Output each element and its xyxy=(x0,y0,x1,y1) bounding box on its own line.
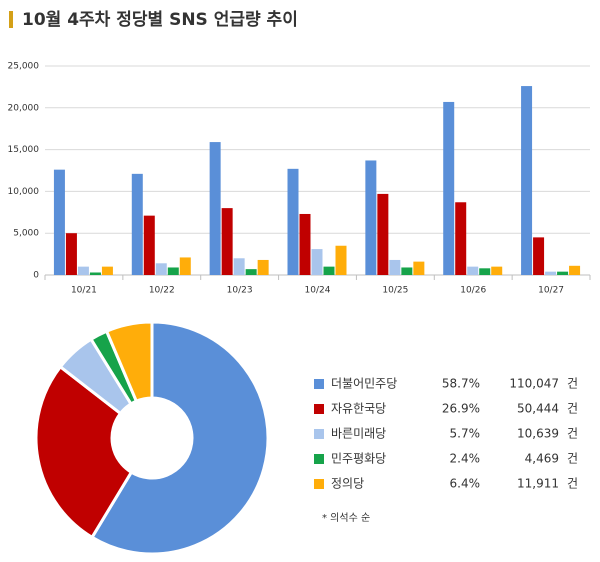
bar xyxy=(557,271,569,275)
x-tick-label: 10/21 xyxy=(71,286,97,296)
legend-swatch xyxy=(314,429,324,439)
legend-label: 민주평화당 xyxy=(331,452,386,466)
legend-label: 바른미래당 xyxy=(331,427,386,441)
legend-percent: 58.7% xyxy=(442,377,480,391)
legend-swatch xyxy=(314,404,324,414)
legend-percent: 5.7% xyxy=(450,427,481,441)
footnote: * 의석수 순 xyxy=(322,512,370,524)
legend-count: 11,911 xyxy=(517,477,559,491)
bar xyxy=(311,249,323,275)
legend-label: 더불어민주당 xyxy=(331,377,397,391)
bar xyxy=(167,267,179,275)
bar xyxy=(479,268,491,275)
bar xyxy=(221,208,233,275)
legend-count: 50,444 xyxy=(517,402,559,416)
legend-label: 정의당 xyxy=(331,477,364,491)
legend-swatch xyxy=(314,479,324,489)
bar xyxy=(209,142,221,275)
legend-percent: 2.4% xyxy=(450,452,481,466)
bar xyxy=(245,269,257,275)
y-tick-label: 15,000 xyxy=(8,145,40,155)
page-title: 10월 4주차 정당별 SNS 언급량 추이 xyxy=(22,10,298,30)
legend-unit: 건 xyxy=(567,452,578,466)
title-marker xyxy=(9,11,13,28)
legend-count: 110,047 xyxy=(509,377,559,391)
x-tick-label: 10/23 xyxy=(227,286,253,296)
bar xyxy=(377,193,389,275)
bar xyxy=(299,213,311,275)
bar xyxy=(545,271,557,275)
legend-percent: 6.4% xyxy=(450,477,481,491)
bar xyxy=(569,265,581,275)
legend-count: 10,639 xyxy=(517,427,559,441)
bar xyxy=(455,202,467,275)
legend-unit: 건 xyxy=(567,427,578,441)
legend-count: 4,469 xyxy=(525,452,559,466)
bar xyxy=(533,237,545,275)
x-tick-label: 10/27 xyxy=(538,286,564,296)
legend-unit: 건 xyxy=(567,402,578,416)
legend-unit: 건 xyxy=(567,377,578,391)
y-tick-label: 25,000 xyxy=(8,62,40,72)
bar xyxy=(65,233,77,275)
bar xyxy=(53,169,65,275)
bar xyxy=(77,266,89,275)
bar xyxy=(287,168,299,275)
bar xyxy=(323,266,335,275)
legend-unit: 건 xyxy=(567,477,578,491)
bar xyxy=(89,272,101,275)
bar xyxy=(467,266,479,275)
pie-slice xyxy=(34,364,134,540)
bar xyxy=(257,259,269,275)
bar xyxy=(335,245,347,275)
y-tick-label: 10,000 xyxy=(8,187,40,197)
bar xyxy=(179,257,191,275)
x-tick-label: 10/26 xyxy=(460,286,486,296)
legend-swatch xyxy=(314,379,324,389)
bar xyxy=(491,266,503,275)
bar xyxy=(131,173,143,275)
legend-swatch xyxy=(314,454,324,464)
bar xyxy=(233,258,245,275)
bar xyxy=(443,101,455,275)
y-tick-label: 5,000 xyxy=(13,229,39,239)
legend-label: 자유한국당 xyxy=(331,402,386,416)
bar xyxy=(143,215,155,275)
pie-slice xyxy=(90,320,270,556)
y-tick-label: 20,000 xyxy=(8,103,40,113)
bar xyxy=(413,261,425,275)
bar xyxy=(521,86,533,276)
y-tick-label: 0 xyxy=(33,271,39,281)
pie-slice xyxy=(104,320,154,404)
x-tick-label: 10/24 xyxy=(305,286,331,296)
legend-percent: 26.9% xyxy=(442,402,480,416)
bar xyxy=(389,259,401,275)
bar xyxy=(155,263,167,275)
x-tick-label: 10/22 xyxy=(149,286,175,296)
bar xyxy=(401,267,413,275)
bar xyxy=(101,266,113,275)
x-tick-label: 10/25 xyxy=(382,286,408,296)
bar xyxy=(365,160,377,275)
